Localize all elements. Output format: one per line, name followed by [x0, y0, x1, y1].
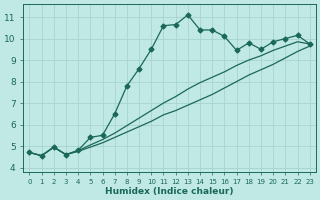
X-axis label: Humidex (Indice chaleur): Humidex (Indice chaleur) [105, 187, 234, 196]
